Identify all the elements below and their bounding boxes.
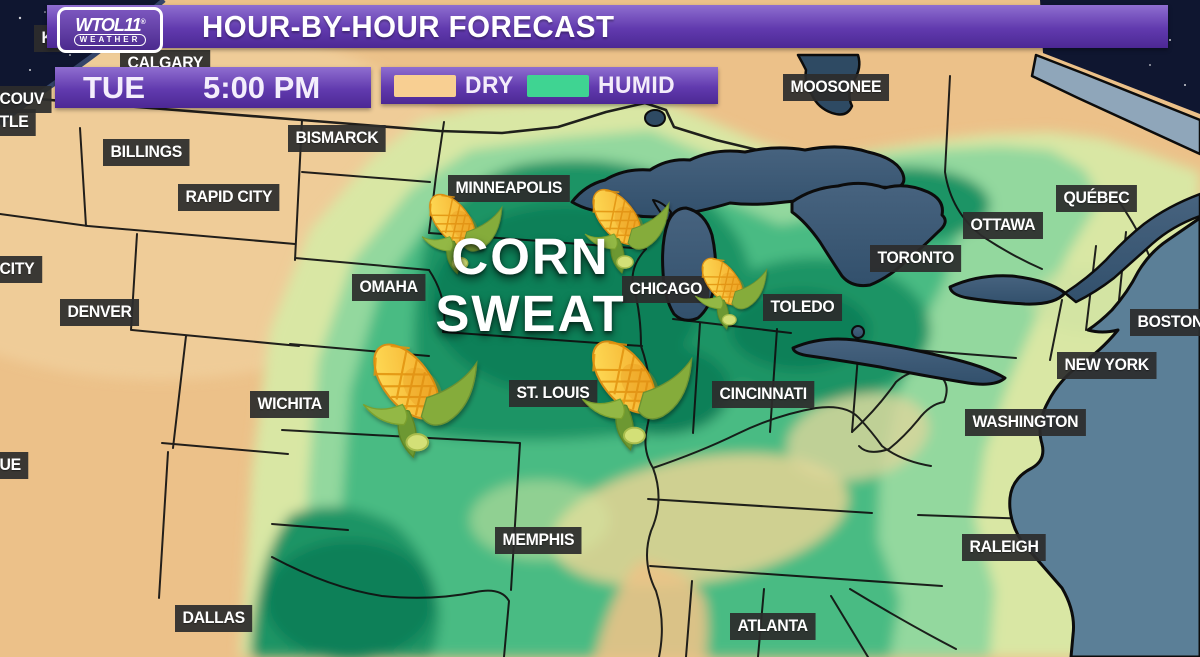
lake-of-the-woods [644, 109, 666, 127]
lake-erie [791, 337, 1007, 386]
lake-ontario [948, 274, 1067, 306]
st-lawrence-river [1063, 192, 1200, 304]
forecast-day: TUE [83, 70, 145, 105]
humid-label: HUMID [598, 71, 676, 99]
page-title: HOUR-BY-HOUR FORECAST [202, 9, 615, 44]
humid-color-swatch [527, 74, 590, 97]
wtol11-weather-logo: WTOL11® WEATHER [57, 7, 163, 53]
station-sub-label: WEATHER [73, 34, 147, 46]
border-canada-us [0, 94, 772, 155]
humidity-legend: DRY HUMID [381, 67, 718, 104]
lake-st-clair [851, 325, 865, 339]
corn-sweat-line2: SWEAT [435, 285, 626, 342]
corn-sweat-line1: CORN [451, 228, 610, 285]
corn-sweat-headline: CORN SWEAT [378, 228, 683, 342]
header-bar: WTOL11® WEATHER HOUR-BY-HOUR FORECAST [47, 5, 1168, 53]
dry-label: DRY [465, 71, 514, 99]
time-bar: TUE 5:00 PM [55, 67, 371, 108]
dry-color-swatch [394, 74, 456, 97]
forecast-time: 5:00 PM [203, 70, 321, 105]
registered-mark: ® [140, 19, 146, 26]
station-name: WTOL11® [75, 15, 146, 35]
hudson-bay [1030, 53, 1200, 156]
